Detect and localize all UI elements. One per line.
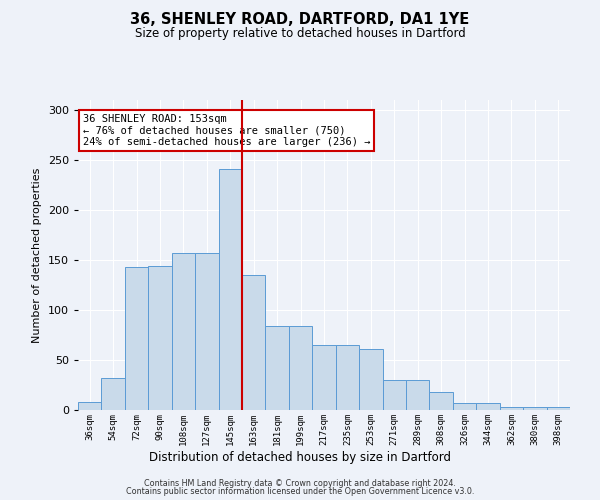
Bar [242,275,265,410]
Text: 36, SHENLEY ROAD, DARTFORD, DA1 1YE: 36, SHENLEY ROAD, DARTFORD, DA1 1YE [130,12,470,28]
Bar [195,253,218,410]
Text: Distribution of detached houses by size in Dartford: Distribution of detached houses by size … [149,451,451,464]
Text: Contains HM Land Registry data © Crown copyright and database right 2024.: Contains HM Land Registry data © Crown c… [144,478,456,488]
Y-axis label: Number of detached properties: Number of detached properties [32,168,42,342]
Bar [430,392,453,410]
Bar [148,266,172,410]
Bar [101,378,125,410]
Bar [359,349,383,410]
Bar [265,326,289,410]
Bar [125,267,148,410]
Bar [453,403,476,410]
Bar [289,326,312,410]
Text: Contains public sector information licensed under the Open Government Licence v3: Contains public sector information licen… [126,487,474,496]
Text: 36 SHENLEY ROAD: 153sqm
← 76% of detached houses are smaller (750)
24% of semi-d: 36 SHENLEY ROAD: 153sqm ← 76% of detache… [83,114,370,147]
Bar [218,169,242,410]
Text: Size of property relative to detached houses in Dartford: Size of property relative to detached ho… [134,28,466,40]
Bar [336,345,359,410]
Bar [500,407,523,410]
Bar [78,402,101,410]
Bar [406,380,430,410]
Bar [312,345,336,410]
Bar [383,380,406,410]
Bar [476,403,500,410]
Bar [172,253,195,410]
Bar [547,407,570,410]
Bar [523,407,547,410]
